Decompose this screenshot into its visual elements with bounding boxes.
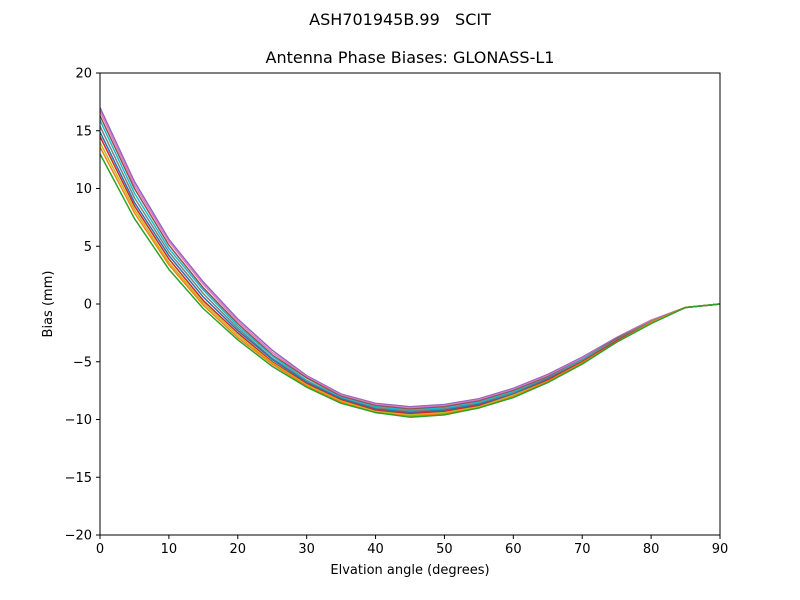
series-line-1 [99,107,721,408]
y-tick-label: 10 [75,182,92,197]
series-line-4 [99,120,721,412]
y-tick-label: −10 [65,413,92,428]
y-tick-label: 5 [84,240,92,255]
x-tick-label: 40 [367,542,384,557]
series-line-7 [99,136,721,415]
chart-title: Antenna Phase Biases: GLONASS-L1 [265,48,555,67]
x-tick-label: 50 [436,542,453,557]
x-axis-label: Elvation angle (degrees) [330,563,489,578]
series-line-3 [99,115,721,410]
x-tick-label: 90 [712,542,729,557]
x-tick-label: 10 [161,542,178,557]
x-tick-label: 70 [574,542,591,557]
x-tick-label: 20 [230,542,247,557]
y-tick-label: −20 [65,529,92,544]
y-tick-label: 15 [75,124,92,139]
x-tick-label: 0 [96,542,104,557]
y-tick-label: −15 [65,471,92,486]
figure-suptitle: ASH701945B.99 SCIT [309,10,491,29]
y-tick-label: 20 [75,67,92,82]
x-axis-ticks: 0 10 20 30 40 50 60 70 80 90 [96,535,728,557]
plot-frame [99,72,721,536]
series-layer [99,107,721,418]
x-tick-label: 80 [643,542,660,557]
x-tick-label: 30 [298,542,315,557]
y-tick-label: −5 [73,355,92,370]
series-line-2 [99,110,721,409]
series-line-10 [99,153,721,418]
x-tick-label: 60 [505,542,522,557]
series-line-5 [99,125,721,413]
y-axis-ticks: −20 −15 −10 −5 0 5 10 15 20 [65,67,100,544]
y-axis-label: Bias (mm) [41,271,56,338]
y-tick-label: 0 [84,298,92,313]
